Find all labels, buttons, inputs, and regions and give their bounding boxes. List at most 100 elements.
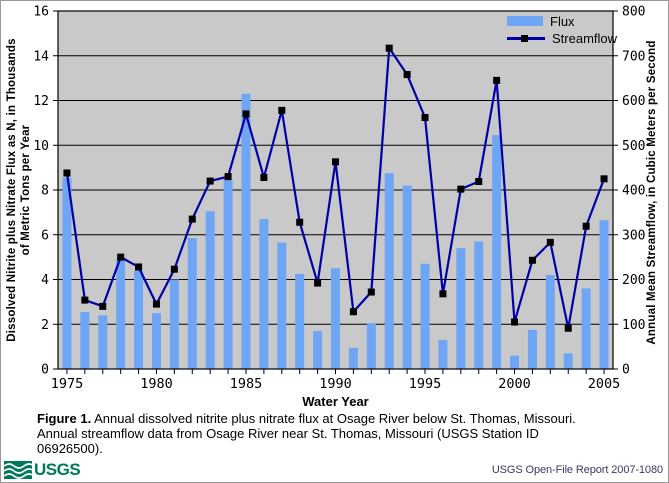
streamflow-marker: [63, 169, 71, 177]
streamflow-marker: [278, 106, 286, 114]
streamflow-marker: [439, 290, 447, 298]
streamflow-marker: [242, 110, 250, 118]
flux-bar: [313, 330, 323, 369]
x-tick-label: 1975: [51, 376, 84, 392]
figure-caption-text: Annual dissolved nitrite plus nitrate fl…: [37, 411, 576, 456]
flux-bar: [420, 263, 430, 369]
report-number: USGS Open-File Report 2007-1080: [491, 464, 663, 476]
x-tick-label: 1985: [230, 376, 263, 392]
x-axis-title: Water Year: [302, 394, 369, 409]
x-tick-label: 1990: [319, 376, 352, 392]
usgs-wave-icon: [4, 461, 32, 479]
streamflow-marker: [582, 222, 590, 230]
streamflow-marker: [170, 265, 178, 273]
flux-bar: [581, 288, 591, 369]
streamflow-marker: [511, 318, 519, 326]
streamflow-marker: [475, 177, 483, 185]
usgs-logo: USGS: [4, 460, 81, 480]
legend-item-flux: Flux: [507, 13, 617, 29]
flux-bar: [545, 275, 555, 369]
left-tick-label: 4: [41, 273, 49, 288]
streamflow-marker: [403, 71, 411, 79]
flux-bar: [599, 220, 609, 369]
figure-caption: Figure 1. Annual dissolved nitrite plus …: [37, 411, 602, 456]
streamflow-marker: [99, 302, 107, 310]
flux-bar: [510, 355, 520, 369]
streamflow-marker: [421, 114, 429, 122]
streamflow-marker: [296, 218, 304, 226]
x-tick-label: 1980: [140, 376, 173, 392]
streamflow-marker: [385, 44, 393, 52]
flux-bar: [295, 273, 305, 369]
flux-swatch-icon: [507, 16, 543, 26]
footer: USGS USGS Open-File Report 2007-1080: [4, 459, 663, 481]
legend-label-flux: Flux: [550, 13, 575, 29]
flux-bar: [366, 323, 376, 369]
flux-bar: [348, 347, 358, 369]
streamflow-marker: [457, 185, 465, 193]
legend: Flux Streamflow: [507, 14, 617, 48]
right-tick-label: 0: [622, 363, 630, 378]
left-axis-title-line1: Dissolved Nitrite plus Nitrate Flux as N…: [6, 38, 18, 342]
right-tick-label: 200: [622, 273, 645, 288]
flux-bar: [80, 311, 90, 369]
streamflow-marker: [493, 76, 501, 84]
flux-bar: [169, 279, 179, 369]
streamflow-marker-icon: [521, 34, 528, 42]
right-tick-label: 500: [622, 139, 645, 154]
streamflow-marker: [81, 296, 89, 304]
streamflow-marker: [188, 215, 196, 223]
plot-border: [57, 10, 614, 370]
chart-plot: 0 2 4 6 8 10 12 14 16 0 100 200 300 400 500 600 700 800 19…: [33, 5, 645, 393]
x-tick-label: 2005: [588, 376, 621, 392]
flux-bar: [223, 179, 233, 369]
left-axis-title: Dissolved Nitrite plus Nitrate Flux as N…: [5, 11, 35, 369]
streamflow-marker: [117, 253, 125, 261]
x-tick-label: 1995: [409, 376, 442, 392]
streamflow-marker: [152, 300, 160, 308]
streamflow-marker: [600, 175, 608, 183]
left-tick-label: 6: [41, 228, 49, 243]
flux-bar: [331, 268, 340, 369]
usgs-logo-text: USGS: [34, 460, 81, 479]
streamflow-marker: [206, 177, 214, 185]
flux-bar: [259, 219, 269, 369]
right-tick-label: 100: [622, 318, 645, 333]
flux-bar: [134, 270, 144, 369]
left-tick-label: 8: [41, 184, 49, 199]
left-tick-label: 14: [33, 49, 49, 64]
right-tick-label: 700: [622, 49, 645, 64]
flux-bar: [384, 173, 394, 369]
left-tick-label: 0: [41, 363, 49, 378]
streamflow-marker: [224, 173, 232, 181]
flux-bar: [563, 353, 573, 369]
streamflow-marker: [260, 173, 268, 181]
legend-label-streamflow: Streamflow: [552, 30, 618, 46]
flux-bar: [241, 93, 251, 369]
flux-bar: [187, 238, 197, 369]
right-tick-label: 600: [622, 94, 645, 109]
left-tick-label: 16: [33, 5, 49, 20]
legend-item-streamflow: Streamflow: [507, 30, 618, 46]
left-tick-label: 2: [41, 318, 49, 333]
streamflow-marker: [528, 256, 536, 264]
left-tick-label: 12: [33, 94, 49, 109]
streamflow-marker: [546, 238, 554, 246]
right-tick-label: 800: [622, 5, 645, 20]
right-tick-label: 300: [622, 228, 645, 243]
flux-bar: [277, 242, 287, 369]
streamflow-marker: [349, 308, 357, 316]
flux-bar: [438, 339, 448, 369]
flux-bar: [116, 259, 126, 369]
left-tick-label: 10: [33, 139, 49, 154]
flux-bar: [62, 177, 72, 369]
flux-bar: [98, 315, 108, 369]
streamflow-marker: [367, 288, 375, 296]
flux-bar: [474, 241, 484, 369]
figure-caption-number: Figure 1.: [37, 411, 92, 426]
right-axis-title: Annual Mean Streamflow, in Cubic Meters …: [646, 40, 658, 345]
right-tick-label: 400: [622, 184, 645, 199]
flux-bar: [492, 135, 502, 369]
streamflow-marker: [332, 158, 339, 166]
flux-bar: [527, 329, 537, 369]
